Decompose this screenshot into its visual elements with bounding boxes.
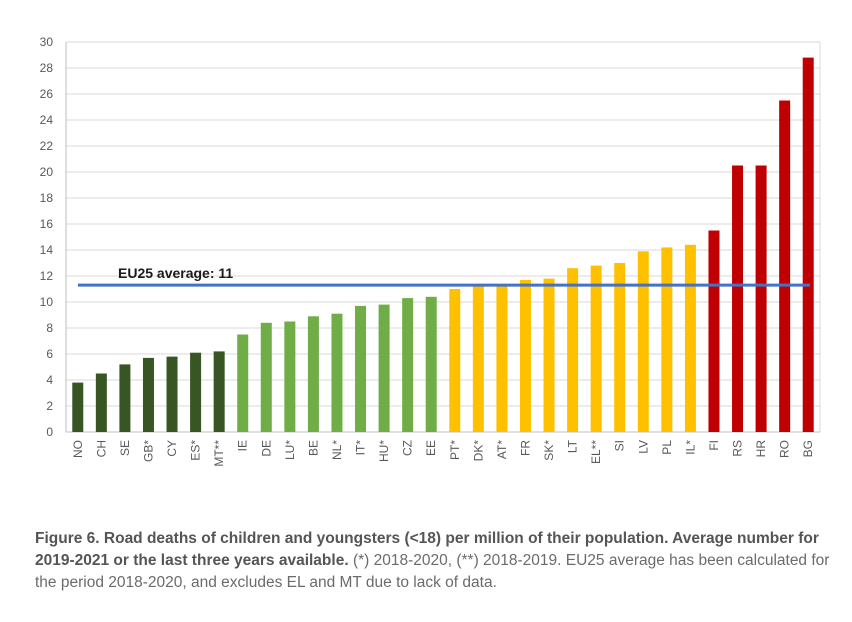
bar-be <box>307 316 319 432</box>
bar-se <box>119 364 131 432</box>
x-tick-label: SI <box>613 440 627 451</box>
y-tick-label: 0 <box>46 425 53 439</box>
bar-mt <box>213 351 225 432</box>
x-tick-label: FI <box>707 440 721 451</box>
x-tick-label: PT* <box>448 440 462 460</box>
x-tick-label: LV <box>636 440 650 454</box>
gridlines <box>65 41 821 433</box>
bar-cy <box>166 356 178 432</box>
x-tick-label: IL* <box>683 440 697 455</box>
x-tick-label: ES* <box>189 440 203 461</box>
y-tick-label: 10 <box>40 295 54 309</box>
bar-el <box>590 265 602 432</box>
x-tick-label: HU* <box>377 440 391 462</box>
x-tick-label: PL <box>660 440 674 455</box>
bar-pl <box>661 247 673 432</box>
bar-ch <box>95 373 107 432</box>
y-tick-label: 28 <box>40 61 54 75</box>
bar-gb <box>142 357 154 432</box>
y-tick-label: 14 <box>40 243 54 257</box>
x-tick-label: CH <box>94 440 108 457</box>
y-tick-label: 6 <box>46 347 53 361</box>
x-tick-label: MT** <box>212 440 226 467</box>
x-tick-label: DE <box>259 440 273 457</box>
bar-ie <box>237 334 249 432</box>
bar-bg <box>802 57 814 432</box>
x-tick-label: IE <box>236 440 250 451</box>
x-tick-label: SE <box>118 440 132 456</box>
x-tick-label: FR <box>518 440 532 456</box>
bar-ee <box>425 296 437 432</box>
bar-dk <box>472 285 484 432</box>
bar-lu <box>284 321 296 432</box>
x-tick-label: GB* <box>141 440 155 462</box>
x-axis-ticks: NO CH SE GB* CY ES* MT** IE DE LU* BE NL* IT* HU* CZ EE… <box>71 439 815 466</box>
bar-hr <box>755 165 767 432</box>
figure-caption: Figure 6. Road deaths of children and yo… <box>35 528 835 594</box>
average-label: EU25 average: 11 <box>118 265 233 281</box>
caption-bold: Figure 6. Road deaths of children and yo… <box>35 530 819 569</box>
bar-si <box>614 263 626 432</box>
x-tick-label: AT* <box>495 440 509 459</box>
bar-de <box>260 322 272 432</box>
bar-il <box>684 244 696 432</box>
x-tick-label: EL** <box>589 440 603 464</box>
bar-rs <box>732 165 744 432</box>
x-tick-label: LT <box>566 439 580 453</box>
y-tick-label: 4 <box>46 373 53 387</box>
x-tick-label: CY <box>165 440 179 457</box>
average-line-group: EU25 average: 11 <box>78 265 810 287</box>
y-tick-label: 30 <box>40 35 54 49</box>
bar-sk <box>543 278 555 432</box>
bar-cz <box>402 298 414 432</box>
x-tick-label: DK* <box>471 440 485 462</box>
bar-at <box>496 285 508 432</box>
x-tick-label: EE <box>424 440 438 456</box>
y-tick-label: 8 <box>46 321 53 335</box>
y-tick-label: 2 <box>46 399 53 413</box>
caption-normal: (*) 2018-2020, (**) 2018-2019. EU25 aver… <box>35 552 830 591</box>
bar-fi <box>708 230 720 432</box>
bar-ro <box>779 100 791 432</box>
x-tick-label: NO <box>71 440 85 458</box>
y-tick-label: 22 <box>40 139 54 153</box>
bar-hu <box>378 304 390 432</box>
x-tick-label: HR <box>754 440 768 458</box>
bar-it <box>355 305 367 432</box>
y-tick-label: 16 <box>40 217 54 231</box>
y-tick-label: 26 <box>40 87 54 101</box>
bars <box>72 57 814 432</box>
y-tick-label: 12 <box>40 269 54 283</box>
x-tick-label: LU* <box>283 440 297 460</box>
bar-nl <box>331 313 343 432</box>
bar-no <box>72 382 84 432</box>
bar-lt <box>567 268 579 432</box>
bar-es <box>190 352 202 432</box>
x-tick-label: RO <box>778 440 792 458</box>
x-tick-label: BE <box>306 440 320 456</box>
x-tick-label: IT* <box>354 440 368 456</box>
x-tick-label: RS <box>731 440 745 457</box>
bar-lv <box>637 251 649 432</box>
y-tick-label: 24 <box>40 113 54 127</box>
x-tick-label: NL* <box>330 440 344 460</box>
bar-fr <box>519 279 531 432</box>
x-tick-label: SK* <box>542 440 556 461</box>
bar-pt <box>449 289 461 432</box>
y-tick-label: 20 <box>40 165 54 179</box>
x-tick-label: CZ <box>401 440 415 456</box>
y-tick-label: 18 <box>40 191 54 205</box>
x-tick-label: BG <box>801 440 815 457</box>
